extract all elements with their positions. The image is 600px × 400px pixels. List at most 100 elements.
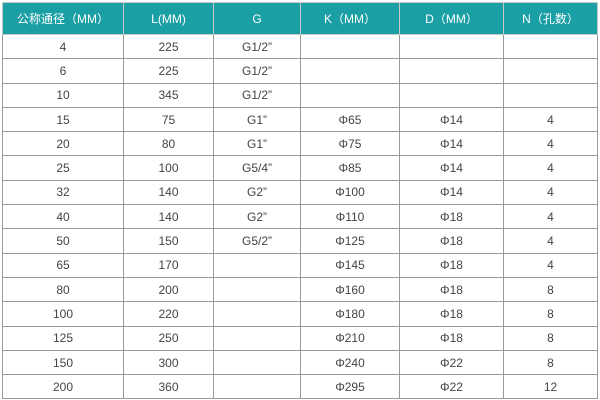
cell-nominal-diameter: 65: [2, 252, 124, 278]
cell-d-diameter: Φ18: [399, 276, 504, 303]
cell-length: 200: [123, 276, 214, 303]
cell-d-diameter: Φ18: [399, 252, 504, 278]
cell-k-diameter: Φ180: [300, 301, 400, 327]
header-nominal-diameter: 公称通径（MM）: [2, 2, 124, 35]
cell-thread: [213, 252, 301, 278]
cell-nominal-diameter: 50: [2, 228, 124, 254]
cell-length: 300: [123, 349, 214, 376]
cell-length: 225: [123, 33, 214, 60]
cell-d-diameter: [399, 82, 504, 108]
cell-k-diameter: Φ100: [300, 179, 400, 206]
cell-length: 140: [123, 179, 214, 206]
cell-hole-count: 4: [503, 179, 598, 206]
cell-length: 100: [123, 155, 214, 181]
cell-hole-count: 4: [503, 106, 598, 133]
cell-thread: G1”: [213, 131, 301, 157]
cell-hole-count: [503, 58, 598, 84]
cell-nominal-diameter: 25: [2, 155, 124, 181]
table-row: 10 345 G1/2”: [2, 82, 598, 108]
cell-d-diameter: Φ22: [399, 374, 504, 400]
table-row: 100 220 Φ180 Φ18 8: [2, 301, 598, 327]
cell-thread: G1/2”: [213, 58, 301, 84]
cell-hole-count: 8: [503, 325, 598, 351]
cell-hole-count: 4: [503, 252, 598, 278]
cell-length: 140: [123, 204, 214, 230]
cell-nominal-diameter: 4: [2, 33, 124, 60]
cell-hole-count: 12: [503, 374, 598, 400]
cell-nominal-diameter: 20: [2, 131, 124, 157]
cell-thread: G1”: [213, 106, 301, 133]
table-row: 20 80 G1” Φ75 Φ14 4: [2, 131, 598, 157]
table-row: 150 300 Φ240 Φ22 8: [2, 349, 598, 376]
cell-length: 80: [123, 131, 214, 157]
cell-nominal-diameter: 10: [2, 82, 124, 108]
cell-nominal-diameter: 200: [2, 374, 124, 400]
cell-d-diameter: Φ18: [399, 325, 504, 351]
cell-hole-count: [503, 33, 598, 60]
cell-k-diameter: Φ75: [300, 131, 400, 157]
cell-k-diameter: Φ145: [300, 252, 400, 278]
cell-thread: G1/2”: [213, 82, 301, 108]
cell-k-diameter: Φ110: [300, 204, 400, 230]
cell-d-diameter: [399, 33, 504, 60]
header-thread: G: [213, 2, 301, 35]
cell-k-diameter: Φ65: [300, 106, 400, 133]
cell-d-diameter: Φ14: [399, 106, 504, 133]
cell-nominal-diameter: 150: [2, 349, 124, 376]
table-row: 32 140 G2” Φ100 Φ14 4: [2, 179, 598, 206]
cell-d-diameter: Φ22: [399, 349, 504, 376]
cell-length: 345: [123, 82, 214, 108]
cell-nominal-diameter: 40: [2, 204, 124, 230]
cell-hole-count: 4: [503, 155, 598, 181]
cell-hole-count: 8: [503, 301, 598, 327]
cell-k-diameter: Φ85: [300, 155, 400, 181]
cell-length: 220: [123, 301, 214, 327]
cell-d-diameter: Φ14: [399, 179, 504, 206]
table-row: 6 225 G1/2”: [2, 58, 598, 84]
cell-length: 75: [123, 106, 214, 133]
cell-k-diameter: [300, 58, 400, 84]
cell-length: 360: [123, 374, 214, 400]
cell-k-diameter: Φ125: [300, 228, 400, 254]
cell-hole-count: [503, 82, 598, 108]
header-d-diameter: D（MM）: [399, 2, 504, 35]
cell-thread: G1/2”: [213, 33, 301, 60]
cell-d-diameter: Φ14: [399, 155, 504, 181]
cell-d-diameter: Φ18: [399, 204, 504, 230]
table-row: 4 225 G1/2”: [2, 33, 598, 60]
cell-nominal-diameter: 80: [2, 276, 124, 303]
cell-thread: G2”: [213, 179, 301, 206]
cell-length: 225: [123, 58, 214, 84]
cell-d-diameter: Φ18: [399, 228, 504, 254]
cell-hole-count: 4: [503, 204, 598, 230]
cell-d-diameter: [399, 58, 504, 84]
cell-nominal-diameter: 6: [2, 58, 124, 84]
cell-thread: [213, 349, 301, 376]
header-k-diameter: K（MM）: [300, 2, 400, 35]
cell-length: 150: [123, 228, 214, 254]
table-row: 80 200 Φ160 Φ18 8: [2, 276, 598, 303]
cell-thread: [213, 301, 301, 327]
cell-thread: [213, 374, 301, 400]
table-row: 15 75 G1” Φ65 Φ14 4: [2, 106, 598, 133]
table-row: 40 140 G2” Φ110 Φ18 4: [2, 204, 598, 230]
table-row: 125 250 Φ210 Φ18 8: [2, 325, 598, 351]
cell-hole-count: 4: [503, 131, 598, 157]
cell-hole-count: 8: [503, 276, 598, 303]
cell-thread: G2”: [213, 204, 301, 230]
table-row: 25 100 G5/4” Φ85 Φ14 4: [2, 155, 598, 181]
cell-nominal-diameter: 125: [2, 325, 124, 351]
header-length: L(MM): [123, 2, 214, 35]
table-row: 200 360 Φ295 Φ22 12: [2, 374, 598, 400]
cell-k-diameter: Φ210: [300, 325, 400, 351]
cell-thread: [213, 276, 301, 303]
cell-d-diameter: Φ14: [399, 131, 504, 157]
cell-length: 250: [123, 325, 214, 351]
header-row: 公称通径（MM） L(MM) G K（MM） D（MM） N（孔数）: [2, 2, 598, 35]
cell-k-diameter: [300, 82, 400, 108]
cell-hole-count: 8: [503, 349, 598, 376]
cell-nominal-diameter: 100: [2, 301, 124, 327]
cell-d-diameter: Φ18: [399, 301, 504, 327]
cell-thread: [213, 325, 301, 351]
